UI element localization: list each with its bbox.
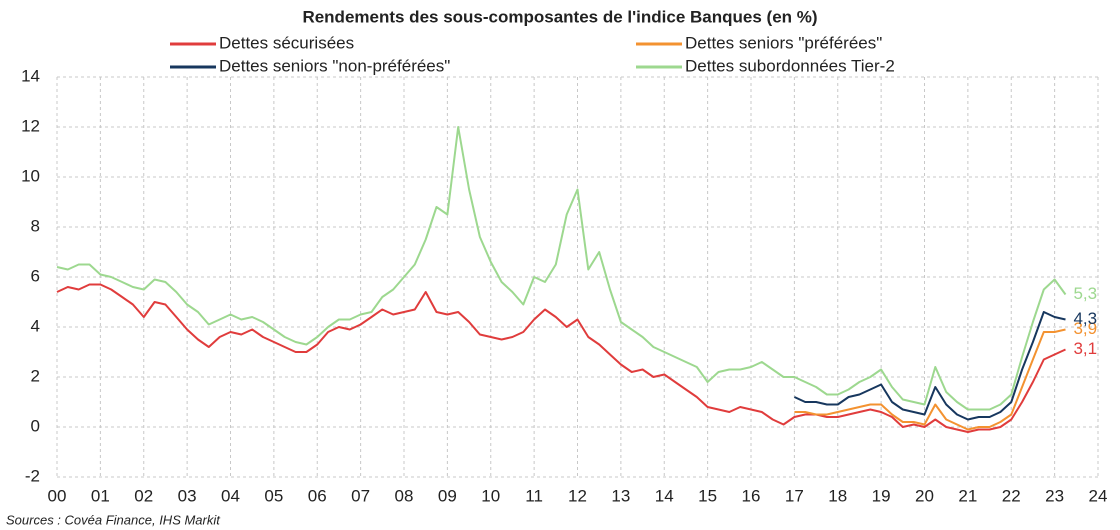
y-tick-label: 8 (31, 216, 40, 235)
x-tick-label: 22 (1002, 486, 1021, 505)
x-tick-label: 12 (568, 486, 587, 505)
x-tick-label: 13 (611, 486, 630, 505)
legend-label: Dettes seniors "non-préférées" (219, 56, 450, 75)
legend-label: Dettes seniors "préférées" (685, 33, 882, 52)
x-tick-label: 10 (481, 486, 500, 505)
x-tick-label: 23 (1045, 486, 1064, 505)
series-line (56, 126, 1067, 411)
y-tick-label: 4 (31, 316, 40, 335)
x-tick-label: 08 (395, 486, 414, 505)
series-line (56, 283, 1066, 433)
x-tick-label: 18 (828, 486, 847, 505)
y-tick-label: 12 (21, 116, 40, 135)
x-tick-label: 11 (525, 486, 543, 505)
x-tick-label: 02 (134, 486, 153, 505)
chart-title: Rendements des sous-composantes de l'ind… (302, 7, 817, 26)
y-tick-label: 10 (21, 166, 40, 185)
x-tick-label: 24 (1089, 486, 1108, 505)
y-tick-label: 14 (21, 66, 40, 85)
legend-label: Dettes sécurisées (219, 33, 354, 52)
x-tick-label: 06 (308, 486, 327, 505)
y-tick-label: 2 (31, 366, 40, 385)
end-label: 5,3 (1073, 284, 1097, 303)
source-note: Sources : Covéa Finance, IHS Markit (6, 512, 221, 527)
x-tick-label: 15 (698, 486, 717, 505)
series-line (794, 328, 1066, 431)
end-label: 4,3 (1073, 309, 1097, 328)
x-tick-label: 21 (958, 486, 977, 505)
y-tick-label: 6 (31, 266, 40, 285)
x-tick-label: 16 (742, 486, 761, 505)
end-label: 3,1 (1073, 339, 1097, 358)
legend-label: Dettes subordonnées Tier-2 (685, 56, 895, 75)
x-tick-label: 01 (91, 486, 110, 505)
x-tick-label: 17 (785, 486, 804, 505)
end-label: 3,9 (1073, 319, 1097, 338)
x-tick-label: 14 (655, 486, 674, 505)
x-tick-label: 07 (351, 486, 370, 505)
x-tick-label: 09 (438, 486, 457, 505)
x-tick-label: 05 (264, 486, 283, 505)
y-tick-label: 0 (31, 416, 40, 435)
x-tick-label: 20 (915, 486, 934, 505)
x-tick-label: 04 (221, 486, 240, 505)
x-tick-label: 00 (48, 486, 67, 505)
x-tick-label: 03 (178, 486, 197, 505)
y-tick-label: -2 (25, 466, 40, 485)
series-line (793, 311, 1066, 421)
x-tick-label: 19 (872, 486, 891, 505)
